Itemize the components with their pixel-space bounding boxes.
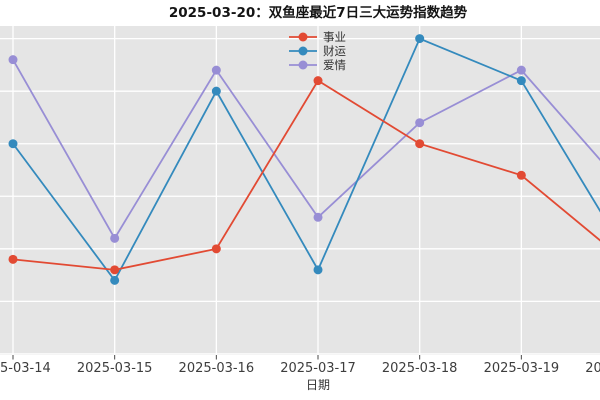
legend-item-career: 事业 — [289, 30, 346, 44]
x-tick-label: 2025-03-17 — [280, 361, 356, 376]
legend-label: 事业 — [323, 30, 346, 44]
data-point-wealth — [415, 34, 425, 44]
legend-label: 爱情 — [323, 58, 346, 72]
chart-title: 2025-03-20：双鱼座最近7日三大运势指数趋势 — [168, 5, 468, 21]
data-point-career — [110, 265, 120, 275]
legend-label: 财运 — [323, 44, 346, 58]
x-tick-label: 2025-03-19 — [483, 361, 560, 376]
data-point-career — [516, 170, 526, 180]
legend-item-wealth: 财运 — [289, 44, 346, 58]
legend-marker-icon — [289, 46, 317, 56]
series-career — [8, 76, 600, 275]
data-point-love — [313, 212, 323, 222]
legend-marker-icon — [289, 60, 317, 70]
x-axis-title: 日期 — [305, 378, 331, 392]
x-tick-label: 2025-03-15 — [76, 361, 153, 376]
data-point-career — [8, 254, 18, 264]
data-point-career — [313, 76, 323, 86]
x-tick-label: 2025-03-14 — [0, 361, 51, 376]
data-point-wealth — [516, 76, 526, 86]
x-tick-label: 2025-03-20 — [585, 361, 600, 376]
x-tick-marks — [12, 355, 522, 360]
data-point-love — [516, 65, 526, 75]
legend-marker-icon — [289, 32, 317, 42]
series-wealth — [8, 34, 600, 285]
data-point-career — [211, 244, 221, 254]
x-tick-label: 2025-03-18 — [381, 361, 458, 376]
legend-marker-dot — [298, 46, 308, 56]
data-point-wealth — [211, 86, 221, 96]
data-point-love — [8, 55, 18, 65]
chart-legend: 事业 财运 爱情 — [289, 30, 346, 72]
data-point-love — [415, 118, 425, 128]
series-love — [8, 55, 600, 243]
legend-item-love: 爱情 — [289, 58, 346, 72]
legend-marker-dot — [298, 60, 308, 70]
data-point-wealth — [313, 265, 323, 275]
data-point-wealth — [110, 275, 120, 285]
data-point-career — [415, 139, 425, 149]
legend-marker-dot — [298, 32, 308, 42]
data-point-love — [110, 233, 120, 243]
data-point-wealth — [8, 139, 18, 149]
data-point-love — [211, 65, 221, 75]
x-tick-label: 2025-03-16 — [178, 361, 255, 376]
